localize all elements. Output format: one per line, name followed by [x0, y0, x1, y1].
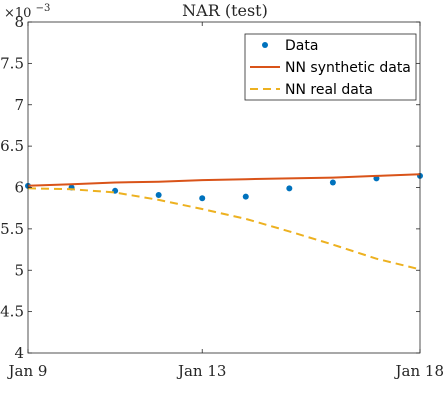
chart-title: NAR (test)	[182, 1, 268, 20]
legend-label: NN real data	[285, 82, 373, 98]
x-tick-label: Jan 9	[7, 362, 48, 380]
y-tick-label: 4.5	[0, 303, 24, 321]
axes: 4 4.5 5 5.5 6 6.5 7 7.5 8 Jan 9 Jan 13 Jan 18	[0, 13, 444, 380]
y-tick-label: 5	[14, 261, 24, 279]
data-point	[155, 191, 162, 198]
legend: Data NN synthetic data NN real data	[244, 33, 417, 101]
series-1	[27, 173, 421, 187]
y-tick-label: 6	[14, 179, 24, 197]
data-point	[242, 193, 249, 200]
legend-label: Data	[285, 38, 318, 54]
y-tick-label: 8	[14, 13, 24, 31]
legend-entry: NN synthetic data	[250, 60, 411, 76]
y-tick-label: 4	[14, 344, 24, 362]
series-line	[27, 187, 421, 271]
legend-label: NN synthetic data	[285, 60, 411, 76]
series-2	[27, 187, 421, 271]
legend-marker	[262, 42, 268, 48]
plot-area	[25, 172, 423, 271]
x-tick-label: Jan 13	[176, 362, 226, 380]
y-tick-label: 7	[14, 96, 24, 114]
legend-entry: NN real data	[250, 82, 373, 98]
y-exponent-label: ×10 −3	[4, 3, 50, 21]
series-line	[27, 173, 421, 187]
y-tick-label: 6.5	[0, 137, 24, 155]
data-point	[199, 195, 206, 202]
x-tick-label: Jan 18	[394, 362, 444, 380]
data-point	[329, 179, 336, 186]
series-0	[25, 172, 423, 202]
data-point	[286, 185, 293, 192]
legend-entry: Data	[262, 38, 318, 54]
y-tick-label: 5.5	[0, 220, 24, 238]
y-exponent-base: ×10	[4, 6, 31, 21]
y-tick-label: 7.5	[0, 54, 24, 72]
y-exponent-power: −3	[36, 3, 51, 14]
